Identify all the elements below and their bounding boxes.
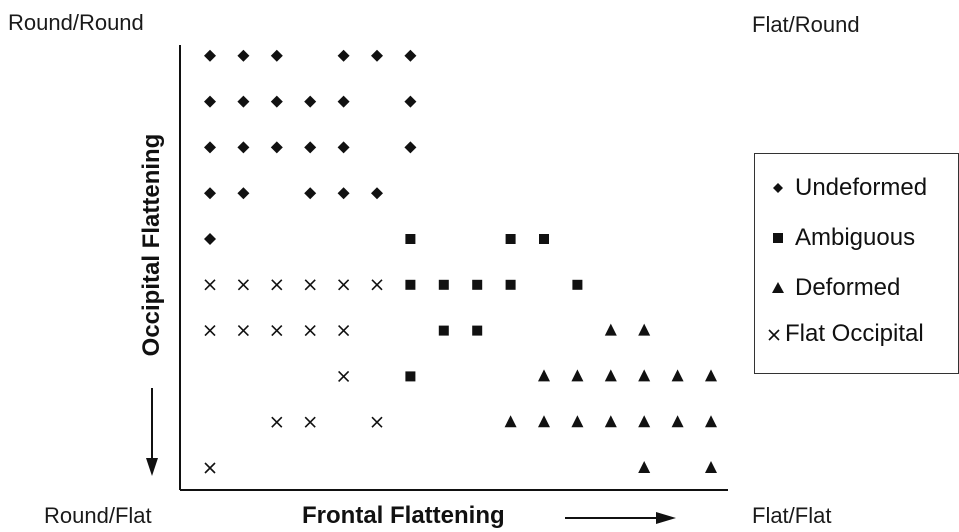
point-flat-occipital [237,279,249,291]
point-undeformed [337,141,350,154]
point-deformed [671,415,684,428]
point-undeformed [404,95,417,108]
point-deformed [705,369,717,382]
point-flat-occipital [338,279,350,291]
axis-arrows [146,388,676,524]
point-ambiguous [438,279,449,290]
point-undeformed [204,49,216,62]
triangle-icon [772,282,784,293]
point-undeformed [204,141,216,154]
point-flat-occipital [304,416,316,428]
point-deformed [538,369,550,382]
point-ambiguous [505,279,516,290]
legend-label: Flat Occipital [785,320,924,347]
legend-label: Ambiguous [795,224,916,251]
point-undeformed [337,49,350,62]
axes [179,45,728,491]
point-ambiguous [405,234,416,244]
point-ambiguous [405,371,416,382]
point-deformed [504,415,517,428]
point-undeformed [404,49,417,62]
point-flat-occipital [204,279,216,291]
point-undeformed [304,95,317,108]
point-undeformed [237,141,250,154]
point-undeformed [404,141,417,154]
point-undeformed [237,49,250,62]
point-deformed [638,415,651,428]
point-undeformed [204,95,216,108]
legend-item-undeformed: Undeformed [769,174,927,202]
point-deformed [705,415,717,428]
point-ambiguous [472,279,483,290]
square-icon [773,233,783,243]
point-ambiguous [572,279,583,290]
legend: Undeformed Ambiguous Deformed Flat Occip… [754,153,959,374]
point-deformed [604,415,617,428]
point-undeformed [304,187,317,200]
point-flat-occipital [338,325,350,337]
point-ambiguous [472,325,483,336]
point-flat-occipital [204,462,216,474]
legend-label: Deformed [795,274,901,301]
diamond-icon [773,183,783,193]
corner-label-bottom-left: Round/Flat [44,503,152,528]
point-deformed [638,323,651,336]
point-flat-occipital [371,416,383,428]
y-axis-label: Occipital Flattening [138,133,165,357]
point-flat-occipital [304,279,316,291]
point-deformed [604,369,617,382]
point-deformed [571,369,584,382]
point-undeformed [237,187,250,200]
corner-label-top-right: Flat/Round [752,12,860,37]
point-flat-occipital [338,370,350,382]
point-flat-occipital [271,416,283,428]
legend-item-ambiguous: Ambiguous [769,224,915,252]
point-undeformed [270,141,283,154]
point-deformed [604,323,617,336]
point-undeformed [337,95,350,108]
x-axis-label: Frontal Flattening [302,502,505,529]
cross-icon [768,329,780,341]
point-deformed [571,415,584,428]
point-deformed [705,461,717,473]
point-ambiguous [539,234,549,244]
point-ambiguous [505,234,516,244]
point-deformed [638,369,651,382]
point-deformed [671,369,684,382]
legend-label: Undeformed [795,174,928,201]
point-flat-occipital [271,325,283,337]
point-ambiguous [438,325,449,336]
point-undeformed [371,49,383,62]
point-flat-occipital [237,325,249,337]
legend-item-flat-occipital: Flat Occipital [765,320,924,348]
data-points [204,49,717,474]
point-undeformed [337,187,350,200]
point-undeformed [270,95,283,108]
point-deformed [638,461,651,473]
point-flat-occipital [204,325,216,337]
y-arrow-head [146,458,158,476]
point-undeformed [237,95,250,108]
legend-item-deformed: Deformed [769,274,900,302]
point-undeformed [304,141,317,154]
corner-label-top-left: Round/Round [8,10,144,35]
point-deformed [538,415,550,428]
point-flat-occipital [371,279,383,291]
corner-label-bottom-right: Flat/Flat [752,503,832,528]
point-undeformed [204,233,216,245]
point-flat-occipital [271,279,283,291]
point-undeformed [270,49,283,62]
point-undeformed [204,187,216,200]
point-undeformed [371,187,383,200]
point-flat-occipital [304,325,316,337]
x-arrow-head [656,512,676,524]
point-ambiguous [405,279,416,290]
